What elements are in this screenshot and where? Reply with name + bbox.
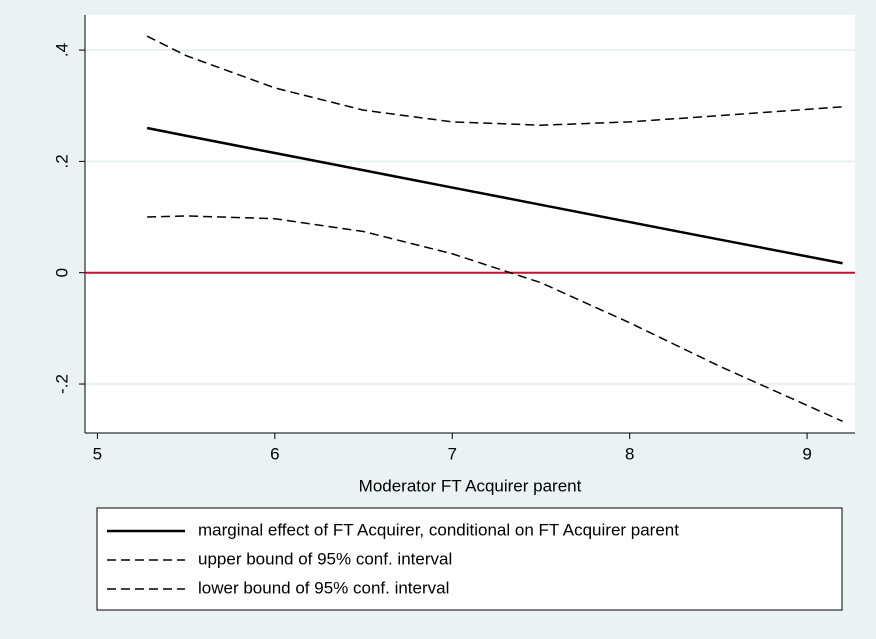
- y-tick-label: .2: [52, 154, 71, 168]
- y-tick-label: .4: [52, 43, 71, 57]
- x-tick-label: 8: [625, 444, 634, 463]
- x-tick-label: 9: [802, 444, 811, 463]
- legend-label: marginal effect of FT Acquirer, conditio…: [198, 520, 679, 539]
- y-tick-label: -.2: [52, 374, 71, 394]
- legend-label: upper bound of 95% conf. interval: [198, 549, 452, 568]
- series-line: [146, 35, 843, 126]
- y-tick-label: 0: [52, 268, 71, 277]
- legend-label: lower bound of 95% conf. interval: [198, 578, 449, 597]
- x-tick-label: 7: [448, 444, 457, 463]
- x-tick-label: 6: [270, 444, 279, 463]
- legend: [96, 507, 843, 611]
- plot-area: [85, 15, 855, 433]
- x-axis-label: Moderator FT Acquirer parent: [359, 476, 582, 495]
- x-tick-label: 5: [93, 444, 102, 463]
- series-line: [146, 126, 843, 265]
- series-line: [147, 215, 843, 422]
